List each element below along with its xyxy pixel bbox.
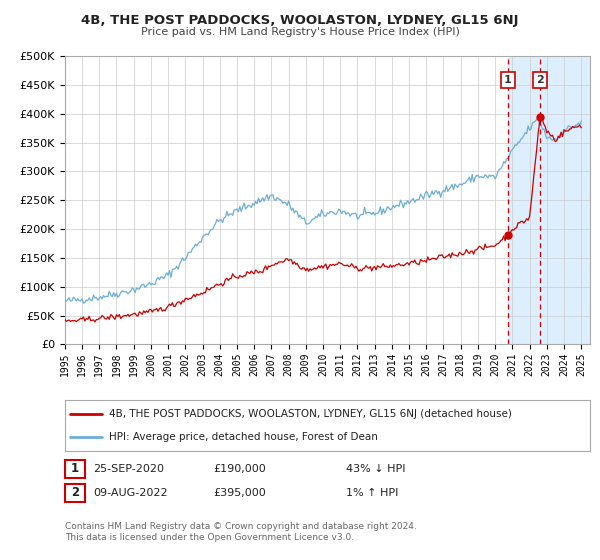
Text: This data is licensed under the Open Government Licence v3.0.: This data is licensed under the Open Gov… [65,533,354,542]
Text: 2: 2 [71,486,79,500]
Text: HPI: Average price, detached house, Forest of Dean: HPI: Average price, detached house, Fore… [109,432,379,442]
Text: Contains HM Land Registry data © Crown copyright and database right 2024.: Contains HM Land Registry data © Crown c… [65,522,416,531]
Text: Price paid vs. HM Land Registry's House Price Index (HPI): Price paid vs. HM Land Registry's House … [140,27,460,37]
Text: 43% ↓ HPI: 43% ↓ HPI [346,464,405,474]
Text: £395,000: £395,000 [214,488,266,498]
Bar [508,56,590,344]
Text: 1: 1 [71,462,79,475]
Text: 1% ↑ HPI: 1% ↑ HPI [346,488,398,498]
Text: £190,000: £190,000 [214,464,266,474]
Text: 2: 2 [536,75,544,85]
Text: 4B, THE POST PADDOCKS, WOOLASTON, LYDNEY, GL15 6NJ: 4B, THE POST PADDOCKS, WOOLASTON, LYDNEY… [81,14,519,27]
Text: 4B, THE POST PADDOCKS, WOOLASTON, LYDNEY, GL15 6NJ (detached house): 4B, THE POST PADDOCKS, WOOLASTON, LYDNEY… [109,409,512,419]
Text: 09-AUG-2022: 09-AUG-2022 [94,488,168,498]
Text: 25-SEP-2020: 25-SEP-2020 [94,464,164,474]
Text: 1: 1 [504,75,512,85]
